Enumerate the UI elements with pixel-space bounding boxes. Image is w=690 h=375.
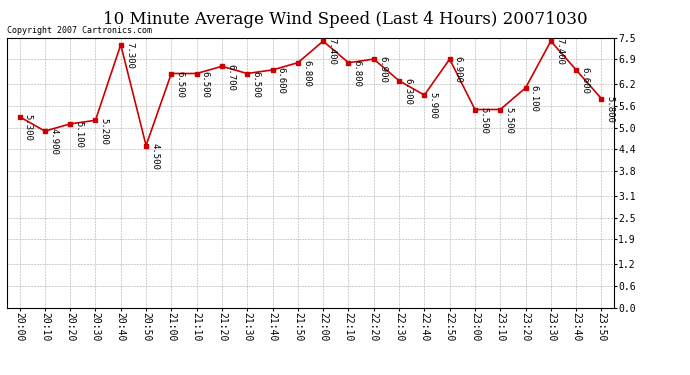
Text: 5.200: 5.200 <box>99 117 108 144</box>
Text: 6.600: 6.600 <box>277 67 286 94</box>
Text: 5.800: 5.800 <box>606 96 615 123</box>
Text: 6.500: 6.500 <box>251 71 260 98</box>
Text: 6.900: 6.900 <box>378 56 387 83</box>
Text: 6.300: 6.300 <box>403 78 412 105</box>
Text: 7.300: 7.300 <box>125 42 134 69</box>
Text: 7.400: 7.400 <box>327 38 336 65</box>
Text: 5.300: 5.300 <box>23 114 32 141</box>
Text: 6.100: 6.100 <box>530 85 539 112</box>
Text: 6.500: 6.500 <box>175 71 184 98</box>
Text: 5.900: 5.900 <box>428 92 437 119</box>
Text: 6.500: 6.500 <box>201 71 210 98</box>
Text: 7.400: 7.400 <box>555 38 564 65</box>
Text: 4.500: 4.500 <box>150 143 159 170</box>
Text: 5.500: 5.500 <box>479 107 488 134</box>
Text: 4.900: 4.900 <box>49 128 58 155</box>
Text: 5.100: 5.100 <box>75 121 83 148</box>
Text: 6.700: 6.700 <box>226 63 235 90</box>
Text: 6.800: 6.800 <box>353 60 362 87</box>
Text: Copyright 2007 Cartronics.com: Copyright 2007 Cartronics.com <box>7 26 152 35</box>
Text: 6.800: 6.800 <box>302 60 311 87</box>
Text: 10 Minute Average Wind Speed (Last 4 Hours) 20071030: 10 Minute Average Wind Speed (Last 4 Hou… <box>103 11 587 28</box>
Text: 6.900: 6.900 <box>454 56 463 83</box>
Text: 6.600: 6.600 <box>580 67 589 94</box>
Text: 5.500: 5.500 <box>504 107 513 134</box>
